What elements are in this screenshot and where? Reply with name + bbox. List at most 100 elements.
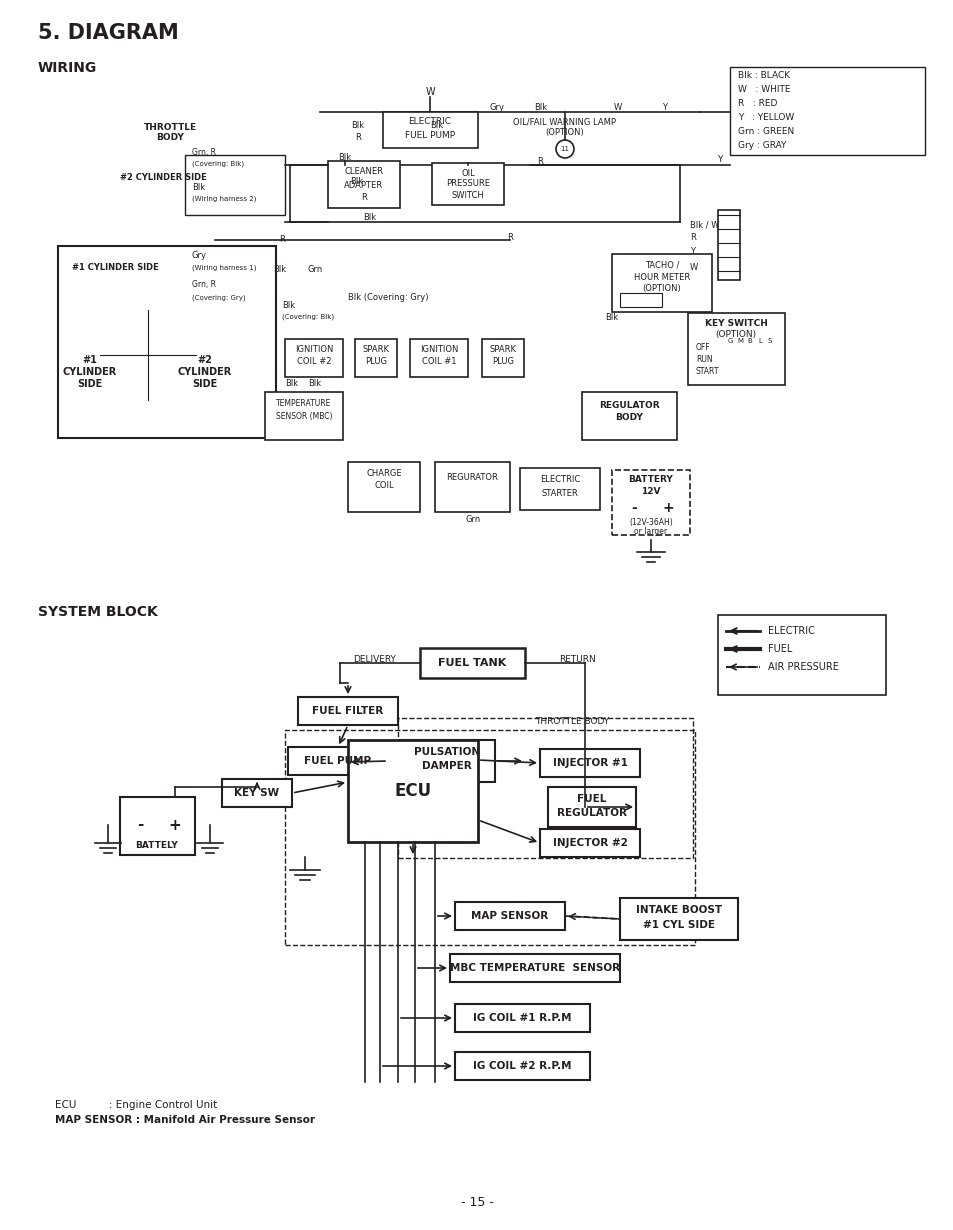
Text: MAP SENSOR: MAP SENSOR [471,911,548,921]
Text: (OPTION): (OPTION) [642,284,680,294]
Text: REGULATOR: REGULATOR [598,401,659,410]
Text: Blk: Blk [308,379,321,387]
Bar [58,246,275,438]
Text: SPARK: SPARK [489,344,516,353]
Bar [539,829,639,857]
Text: W: W [689,262,698,272]
Text: -: - [136,818,143,833]
Bar [120,797,194,855]
Text: (Covering: Blk): (Covering: Blk) [282,314,334,320]
Text: BODY: BODY [615,413,642,422]
Text: Grn: Grn [465,515,480,524]
Text: RUN: RUN [696,354,712,364]
Bar [222,779,292,807]
Bar [265,392,343,440]
Bar [399,740,495,782]
Text: +: + [169,818,181,833]
Text: Y: Y [689,247,695,257]
Text: REGURATOR: REGURATOR [446,472,497,481]
Text: Blk: Blk [338,153,352,161]
Text: (12V-36AH): (12V-36AH) [628,519,672,528]
Text: CHARGE: CHARGE [366,470,401,478]
Text: (OPTION): (OPTION) [545,128,584,138]
Text: Blk: Blk [534,103,547,112]
Text: STARTER: STARTER [541,488,578,497]
Text: DAMPER: DAMPER [421,761,472,771]
Text: Blk: Blk [282,300,294,310]
Bar [729,66,924,155]
Bar [328,161,399,208]
Text: 5. DIAGRAM: 5. DIAGRAM [38,23,178,43]
Text: ECU          : Engine Control Unit: ECU : Engine Control Unit [55,1100,217,1109]
Text: R: R [507,232,513,241]
Text: SIDE: SIDE [77,379,103,389]
Text: ELECTRIC: ELECTRIC [767,626,814,636]
Text: #2 CYLINDER SIDE: #2 CYLINDER SIDE [120,172,207,182]
Text: Gry : GRAY: Gry : GRAY [738,140,785,150]
Text: +: + [661,501,673,515]
Bar [519,467,599,510]
Bar [435,462,510,512]
Bar [581,392,677,440]
Bar [718,210,740,280]
Text: MBC TEMPERATURE  SENSOR: MBC TEMPERATURE SENSOR [450,963,619,973]
Text: HOUR METER: HOUR METER [633,273,689,282]
Text: ECU: ECU [394,782,431,800]
Bar [619,293,661,308]
Text: PLUG: PLUG [492,358,514,367]
Text: Grn: Grn [307,266,322,274]
Bar [432,164,503,205]
Text: FUEL PUMP: FUEL PUMP [304,756,371,766]
Text: 11: 11 [560,146,569,153]
Text: SENSOR (MBC): SENSOR (MBC) [275,412,332,422]
Bar [455,1004,589,1032]
Text: FUEL PUMP: FUEL PUMP [404,130,455,139]
Bar [397,718,692,859]
Text: OIL: OIL [460,169,475,177]
Text: FUEL TANK: FUEL TANK [437,658,506,668]
Bar [718,615,885,695]
Bar [285,729,695,945]
Text: Blk: Blk [192,182,205,192]
Text: INJECTOR #2: INJECTOR #2 [552,838,627,847]
Bar [288,747,388,775]
Text: SWITCH: SWITCH [451,191,484,199]
Text: #2: #2 [197,355,213,365]
Text: BODY: BODY [156,134,184,143]
Text: PRESSURE: PRESSURE [446,180,490,188]
Text: COIL: COIL [374,481,394,491]
Bar [450,954,619,982]
Text: Y: Y [661,103,667,112]
Text: G: G [726,338,732,344]
Text: (Wiring harness 2): (Wiring harness 2) [192,196,256,202]
Text: START: START [696,367,719,375]
Bar [612,255,711,312]
Text: ELECTRIC: ELECTRIC [408,118,451,127]
Text: Blk (Covering: Gry): Blk (Covering: Gry) [348,294,428,303]
Text: Blk: Blk [363,213,376,221]
Bar [481,339,523,378]
Bar [455,902,564,930]
Text: SYSTEM BLOCK: SYSTEM BLOCK [38,605,157,619]
Text: (Wiring harness 1): (Wiring harness 1) [192,264,256,272]
Text: #1 CYL SIDE: #1 CYL SIDE [642,920,714,930]
Text: #1: #1 [83,355,97,365]
Bar [410,339,468,378]
Text: Grn, R: Grn, R [192,148,215,156]
Text: TEMPERATURE: TEMPERATURE [276,399,332,407]
Text: Grn, R: Grn, R [192,280,215,289]
Text: Blk: Blk [274,266,286,274]
Text: IG COIL #2 R.P.M: IG COIL #2 R.P.M [473,1061,571,1071]
Text: ELECTRIC: ELECTRIC [539,476,579,485]
Bar [348,462,419,512]
Text: THROTTLE BODY: THROTTLE BODY [535,717,609,727]
Text: REGULATOR: REGULATOR [557,808,626,818]
Text: R: R [355,133,360,141]
Text: DELIVERY: DELIVERY [354,656,396,664]
Text: IGNITION: IGNITION [419,344,457,353]
Text: RETURN: RETURN [559,656,596,664]
Text: FUEL: FUEL [577,795,606,804]
Bar [455,1052,589,1080]
Bar [619,898,738,940]
Text: BATTERY: BATTERY [628,476,673,485]
